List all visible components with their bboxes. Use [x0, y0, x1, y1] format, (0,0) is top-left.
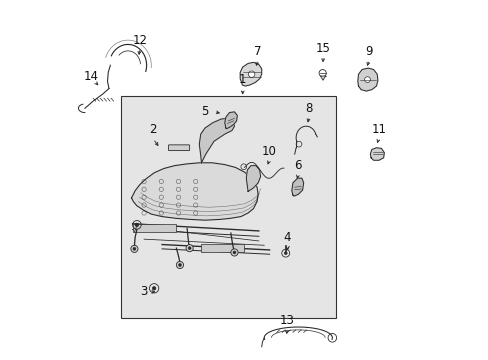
Circle shape — [185, 244, 193, 252]
Text: 11: 11 — [371, 123, 386, 136]
Polygon shape — [357, 68, 377, 91]
Circle shape — [230, 249, 238, 256]
Text: 7: 7 — [254, 45, 262, 58]
Circle shape — [284, 252, 286, 255]
Polygon shape — [199, 118, 234, 163]
Polygon shape — [246, 166, 260, 192]
Circle shape — [131, 245, 138, 252]
Polygon shape — [369, 148, 384, 160]
Text: 14: 14 — [83, 69, 98, 82]
Circle shape — [152, 287, 156, 290]
Circle shape — [133, 247, 136, 250]
Text: 12: 12 — [132, 33, 147, 47]
Bar — [201, 244, 244, 252]
Circle shape — [178, 264, 181, 266]
Bar — [121, 96, 335, 318]
Polygon shape — [320, 76, 325, 80]
Polygon shape — [131, 163, 258, 220]
Circle shape — [135, 223, 139, 226]
Circle shape — [233, 251, 235, 254]
Text: 4: 4 — [283, 231, 291, 244]
Text: 2: 2 — [149, 123, 157, 136]
Text: 8: 8 — [305, 102, 312, 115]
FancyBboxPatch shape — [168, 145, 189, 150]
Text: 10: 10 — [262, 145, 277, 158]
Text: 9: 9 — [365, 45, 372, 58]
Circle shape — [248, 71, 254, 77]
Polygon shape — [224, 112, 237, 129]
Circle shape — [176, 261, 183, 269]
Text: 15: 15 — [315, 41, 330, 54]
Bar — [132, 224, 175, 232]
Circle shape — [188, 247, 191, 249]
Text: 1: 1 — [239, 73, 246, 86]
Polygon shape — [240, 62, 261, 86]
Polygon shape — [291, 178, 303, 196]
Circle shape — [364, 77, 369, 82]
Text: 13: 13 — [279, 314, 294, 327]
Text: 6: 6 — [294, 159, 302, 172]
Text: 5: 5 — [201, 105, 208, 118]
Text: 3: 3 — [140, 285, 147, 298]
